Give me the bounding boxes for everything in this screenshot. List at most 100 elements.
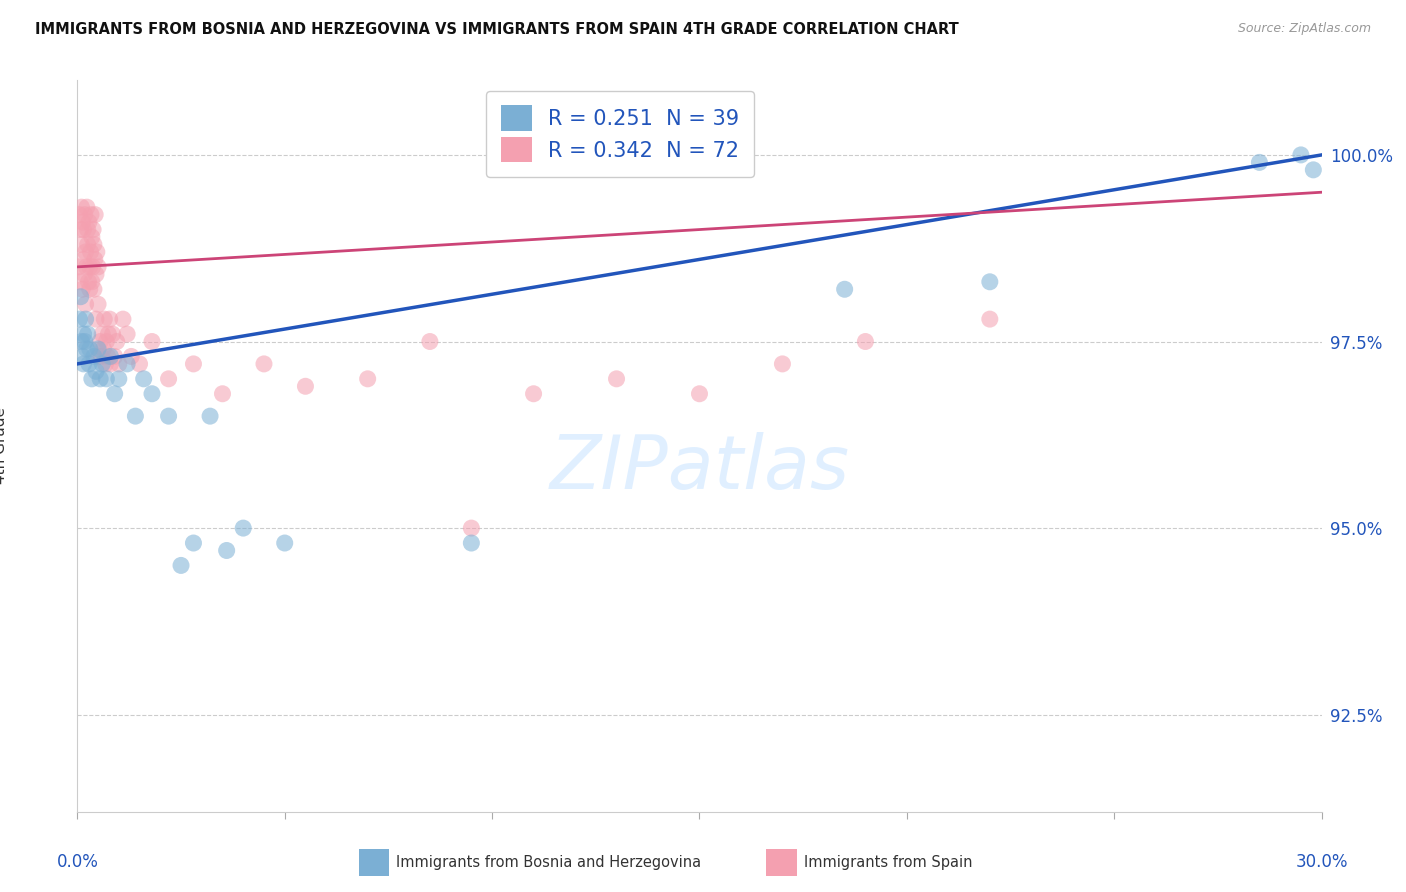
Point [111,312,134,326]
Point [232,521,254,535]
Point [89,334,111,349]
Y-axis label: 4th Grade: 4th Grade [0,408,8,484]
Text: 30.0%: 30.0% [1295,853,1348,871]
Point [855,334,877,349]
Point [82,260,104,274]
Point [128,357,150,371]
Point [253,357,276,371]
Point [79,244,101,259]
Point [89,372,111,386]
Point [97,326,120,341]
Point [100,357,122,371]
Point [157,372,180,386]
Point [75,260,97,274]
Point [198,409,221,424]
Point [96,372,118,386]
Point [83,237,105,252]
Point [689,386,711,401]
Point [104,386,127,401]
Point [80,208,103,222]
Point [93,342,115,356]
Point [1249,155,1271,169]
Point [84,268,107,282]
Point [75,297,97,311]
Point [104,350,127,364]
Point [76,326,98,341]
Point [69,275,91,289]
Point [83,350,105,364]
Point [72,252,94,267]
Point [86,244,108,259]
Text: IMMIGRANTS FROM BOSNIA AND HERZEGOVINA VS IMMIGRANTS FROM SPAIN 4TH GRADE CORREL: IMMIGRANTS FROM BOSNIA AND HERZEGOVINA V… [35,22,959,37]
Point [460,536,482,550]
Point [82,222,104,236]
Point [83,282,105,296]
Point [211,386,233,401]
Point [132,372,155,386]
Point [72,326,94,341]
Point [90,350,112,364]
Point [115,357,138,371]
Point [91,357,114,371]
Point [834,282,856,296]
Text: 0.0%: 0.0% [56,853,98,871]
Point [141,334,163,349]
Point [80,230,103,244]
Point [87,350,110,364]
Point [70,334,93,349]
Point [183,357,205,371]
Point [101,326,124,341]
Point [80,372,103,386]
Point [79,282,101,296]
Point [215,543,238,558]
Point [419,334,441,349]
Point [83,252,105,267]
Point [772,357,794,371]
Point [274,536,297,550]
Point [77,275,100,289]
Point [69,222,91,236]
Point [79,342,101,356]
Point [91,326,114,341]
Point [141,386,163,401]
Point [979,312,1001,326]
Point [76,222,98,236]
Point [120,350,142,364]
Point [76,200,98,214]
Point [606,372,628,386]
Point [460,521,482,535]
Point [1289,148,1312,162]
Point [294,379,316,393]
Point [79,260,101,274]
Point [75,342,97,356]
Point [108,357,129,371]
Point [97,350,120,364]
Point [183,536,205,550]
Point [72,282,94,296]
Point [69,290,91,304]
Point [72,215,94,229]
Point [73,208,96,222]
Point [124,409,146,424]
Point [357,372,380,386]
Point [72,357,94,371]
Legend: R = 0.251  N = 39, R = 0.342  N = 72: R = 0.251 N = 39, R = 0.342 N = 72 [486,91,754,177]
Point [75,312,97,326]
Point [94,357,117,371]
Point [1302,162,1324,177]
Point [87,342,110,356]
Text: Immigrants from Bosnia and Herzegovina: Immigrants from Bosnia and Herzegovina [396,855,702,870]
Point [75,244,97,259]
Point [84,364,107,378]
Point [76,237,98,252]
Point [96,334,118,349]
Point [100,350,122,364]
Point [98,312,121,326]
Point [80,275,103,289]
Point [523,386,546,401]
Point [70,237,93,252]
Point [108,372,129,386]
Text: ZIPatlas: ZIPatlas [550,432,849,504]
Point [77,357,100,371]
Point [73,334,96,349]
